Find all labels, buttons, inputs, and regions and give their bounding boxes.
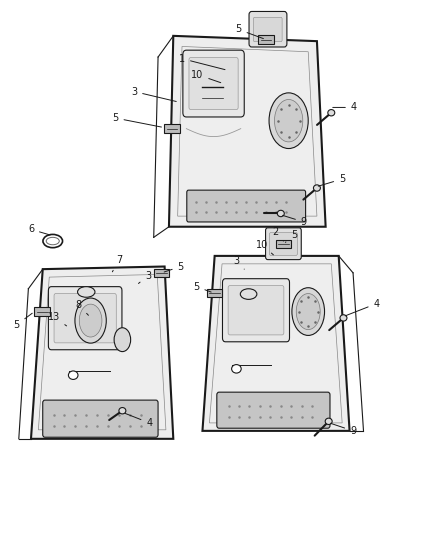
Ellipse shape [79,304,102,337]
Text: 5: 5 [236,25,263,38]
Ellipse shape [325,418,332,424]
Text: 5: 5 [286,230,297,243]
Bar [164,124,180,133]
Text: 2: 2 [272,227,283,241]
Ellipse shape [75,298,106,343]
Ellipse shape [328,110,335,116]
FancyBboxPatch shape [43,400,158,437]
Text: 7: 7 [113,255,122,272]
Bar [258,35,274,44]
Text: 3: 3 [131,86,176,101]
Text: 3: 3 [138,271,151,284]
FancyBboxPatch shape [249,12,287,47]
Text: 5: 5 [164,262,184,272]
Ellipse shape [46,237,59,245]
Polygon shape [169,36,325,227]
Polygon shape [31,266,173,439]
Text: 5: 5 [112,113,162,127]
Bar [154,269,170,277]
Text: 4: 4 [125,413,152,428]
Text: 4: 4 [345,298,380,316]
Ellipse shape [119,408,126,414]
Ellipse shape [292,288,325,335]
Ellipse shape [68,371,78,379]
FancyBboxPatch shape [183,50,244,117]
Ellipse shape [340,315,347,321]
Text: 9: 9 [283,215,307,227]
FancyBboxPatch shape [223,279,290,342]
Ellipse shape [277,211,284,216]
FancyBboxPatch shape [253,17,282,42]
Ellipse shape [114,328,131,352]
Polygon shape [202,256,350,431]
FancyBboxPatch shape [189,58,238,110]
Ellipse shape [269,93,308,149]
FancyBboxPatch shape [265,228,301,260]
Text: 5: 5 [193,281,211,292]
Text: 6: 6 [28,224,50,235]
FancyBboxPatch shape [54,294,116,343]
Ellipse shape [240,289,257,300]
Text: 13: 13 [47,312,67,326]
FancyBboxPatch shape [269,232,297,255]
Text: 3: 3 [233,256,244,269]
Text: 9: 9 [330,423,356,436]
Ellipse shape [78,287,95,297]
Bar [35,308,50,316]
Text: 5: 5 [318,174,345,186]
Ellipse shape [275,100,303,142]
Text: 10: 10 [191,70,221,83]
Bar [276,240,291,248]
Ellipse shape [296,294,320,329]
Ellipse shape [43,235,63,248]
FancyBboxPatch shape [228,286,284,335]
FancyBboxPatch shape [187,190,306,222]
Ellipse shape [314,185,321,191]
Text: 8: 8 [76,300,88,316]
Text: 5: 5 [14,313,32,330]
FancyBboxPatch shape [48,287,122,350]
Text: 10: 10 [256,240,273,255]
Bar [207,289,223,297]
Text: 1: 1 [179,54,225,70]
FancyBboxPatch shape [217,392,330,428]
Text: 4: 4 [333,102,357,112]
Ellipse shape [232,365,241,373]
